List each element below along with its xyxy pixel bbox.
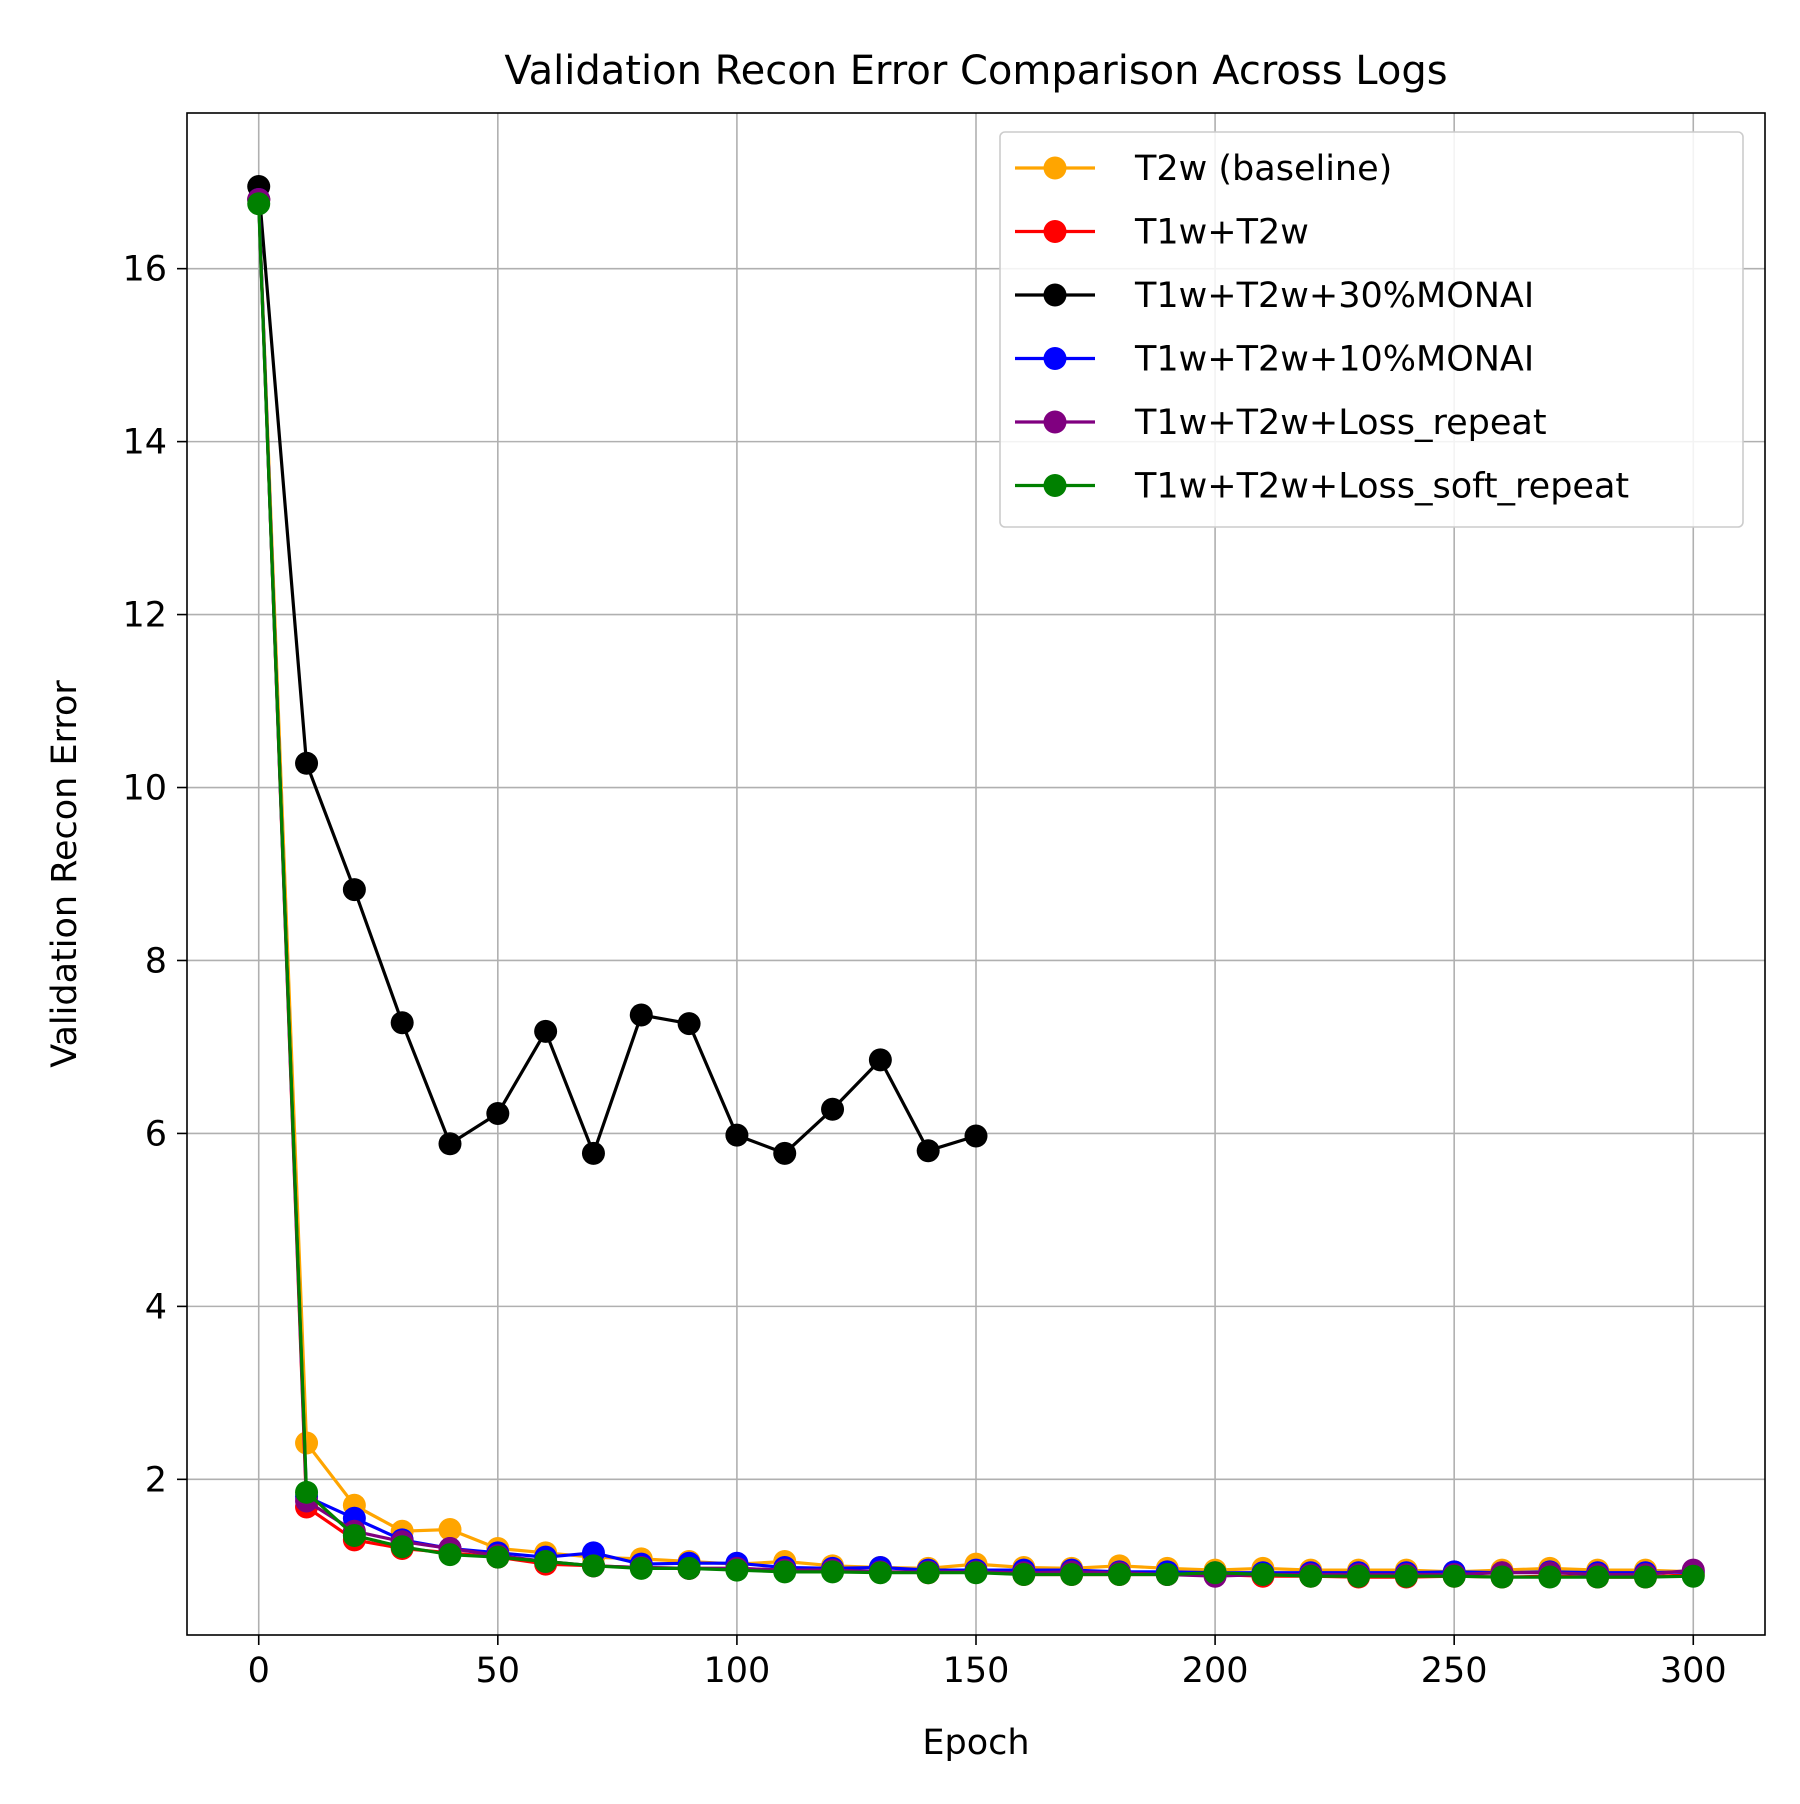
- y-tick-label: 6: [145, 1114, 167, 1154]
- data-point: [629, 1003, 653, 1027]
- data-point: [964, 1124, 988, 1148]
- data-point: [1442, 1564, 1466, 1588]
- data-point: [1681, 1564, 1705, 1588]
- data-point: [295, 1480, 319, 1504]
- legend-swatch-marker: [1043, 410, 1067, 434]
- legend-swatch-marker: [1043, 347, 1067, 370]
- data-point: [1107, 1562, 1131, 1586]
- data-point: [295, 751, 319, 775]
- series-layer: [247, 175, 1705, 1589]
- x-tick-label: 150: [943, 1651, 1010, 1691]
- legend: T2w (baseline) T1w+T2w T1w+T2w+30%MONAI T1w…: [999, 131, 1744, 528]
- legend-item: T1w+T2w+30%MONAI: [1015, 276, 1534, 316]
- chart-title: Validation Recon Error Comparison Across…: [504, 48, 1447, 94]
- data-point: [438, 1132, 462, 1156]
- data-point: [1060, 1562, 1084, 1586]
- data-point: [1586, 1565, 1610, 1589]
- y-tick-label: 10: [122, 769, 167, 809]
- x-tick-label: 250: [1421, 1651, 1488, 1691]
- data-point: [821, 1560, 845, 1584]
- legend-item: T1w+T2w+10%MONAI: [1015, 340, 1534, 380]
- x-tick-label: 300: [1660, 1651, 1727, 1691]
- legend-swatch-marker: [1043, 283, 1067, 307]
- y-tick-label: 4: [145, 1287, 167, 1327]
- data-point: [295, 1431, 319, 1455]
- y-axis-ticks: 2 4 6 8 10 12 14 16: [122, 250, 187, 1500]
- data-point: [534, 1019, 558, 1043]
- data-point: [581, 1141, 605, 1165]
- data-point: [916, 1139, 940, 1163]
- y-axis-label: Validation Recon Error: [45, 680, 85, 1068]
- data-point: [677, 1556, 701, 1580]
- data-point: [486, 1545, 510, 1569]
- legend-swatch-marker: [1043, 220, 1067, 243]
- legend-swatch-marker: [1043, 156, 1067, 180]
- y-tick-label: 12: [122, 596, 167, 636]
- data-point: [390, 1535, 414, 1559]
- data-point: [1490, 1565, 1514, 1589]
- data-point: [964, 1561, 988, 1585]
- data-point: [581, 1554, 605, 1578]
- data-point: [1203, 1561, 1227, 1585]
- x-axis-label: Epoch: [922, 1723, 1029, 1763]
- data-point: [342, 1524, 366, 1548]
- legend-box: [999, 131, 1744, 528]
- data-point: [486, 1102, 510, 1126]
- legend-item: T1w+T2w+Loss_soft_repeat: [1015, 467, 1629, 507]
- data-point: [438, 1543, 462, 1567]
- data-point: [247, 192, 271, 216]
- data-point: [438, 1517, 462, 1541]
- y-tick-label: 2: [145, 1460, 167, 1500]
- legend-label: T1w+T2w+Loss_soft_repeat: [1134, 467, 1629, 507]
- y-tick-label: 16: [122, 250, 167, 290]
- data-point: [773, 1560, 797, 1584]
- y-tick-label: 8: [145, 941, 167, 981]
- data-point: [1012, 1562, 1036, 1586]
- data-point: [1538, 1565, 1562, 1589]
- x-tick-label: 200: [1182, 1651, 1249, 1691]
- data-point: [677, 1012, 701, 1036]
- data-point: [534, 1549, 558, 1573]
- legend-label: T1w+T2w+10%MONAI: [1134, 340, 1534, 380]
- x-tick-label: 50: [476, 1651, 521, 1691]
- data-point: [868, 1561, 892, 1585]
- legend-swatch-marker: [1043, 474, 1067, 497]
- legend-item: T1w+T2w: [1015, 213, 1309, 253]
- data-point: [773, 1141, 797, 1165]
- legend-item: T1w+T2w+Loss_repeat: [1015, 403, 1547, 443]
- series-line: [257, 186, 977, 1155]
- data-point: [1633, 1565, 1657, 1589]
- legend-item: T2w (baseline): [1015, 149, 1392, 189]
- data-point: [821, 1097, 845, 1121]
- x-tick-label: 0: [248, 1651, 270, 1691]
- data-point: [1299, 1564, 1323, 1588]
- legend-label: T1w+T2w+30%MONAI: [1134, 276, 1534, 316]
- data-point: [1251, 1562, 1275, 1586]
- data-point: [725, 1123, 749, 1147]
- data-point: [1155, 1562, 1179, 1586]
- legend-label: T1w+T2w: [1134, 213, 1309, 253]
- data-point: [1347, 1564, 1371, 1588]
- data-point: [342, 878, 366, 902]
- x-tick-label: 100: [704, 1651, 771, 1691]
- x-axis-ticks: 0 50 100 150 200 250 300: [248, 1635, 1727, 1691]
- data-point: [868, 1048, 892, 1072]
- data-point: [1394, 1564, 1418, 1588]
- series-2: [247, 175, 988, 1165]
- series-5: [247, 192, 1705, 1589]
- data-point: [390, 1011, 414, 1035]
- data-point: [916, 1561, 940, 1585]
- legend-label: T1w+T2w+Loss_repeat: [1134, 403, 1547, 443]
- y-tick-label: 14: [122, 423, 167, 463]
- data-point: [725, 1558, 749, 1582]
- data-point: [629, 1556, 653, 1580]
- legend-label: T2w (baseline): [1134, 149, 1392, 189]
